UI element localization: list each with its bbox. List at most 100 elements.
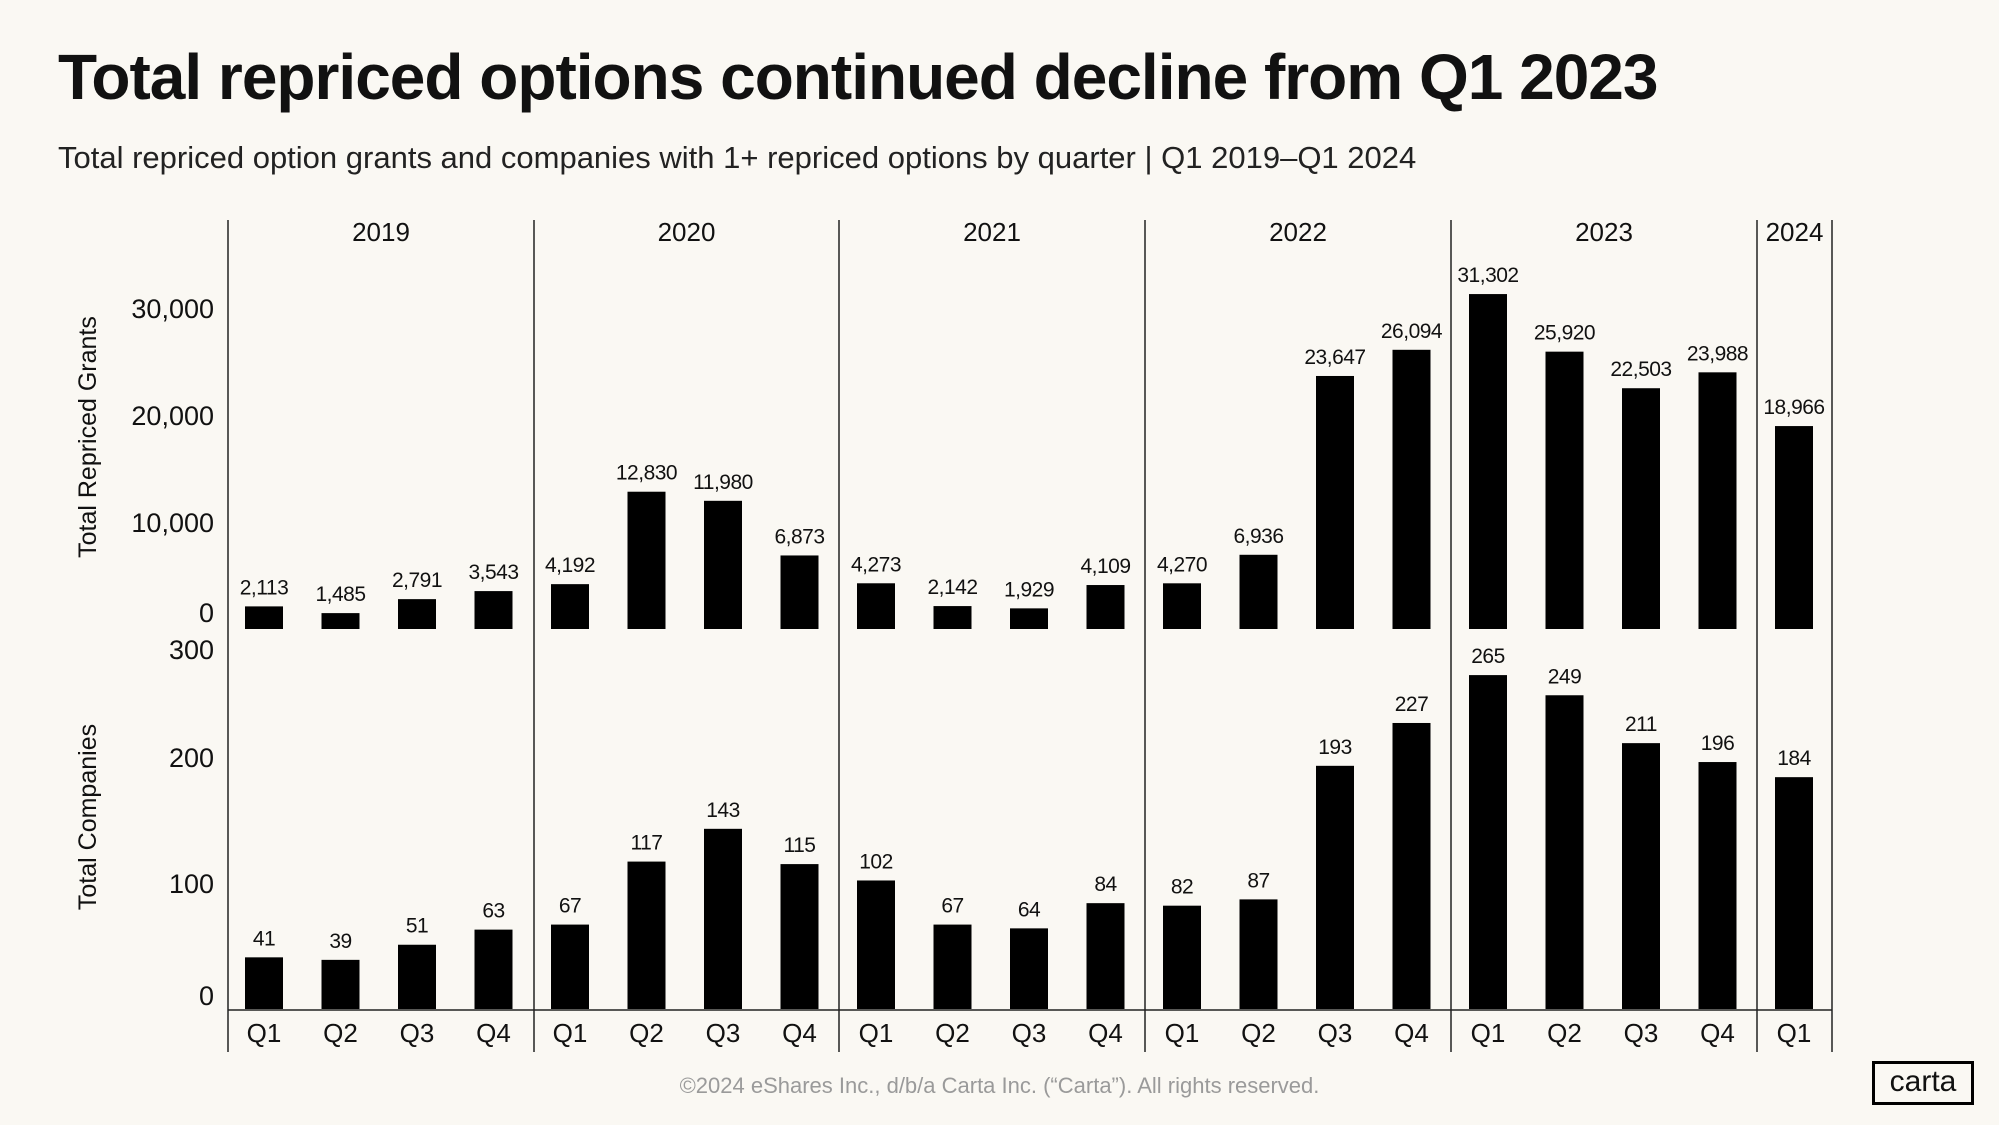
- bar: [1086, 903, 1125, 1009]
- bar: [1239, 554, 1278, 629]
- data-label: 82: [1171, 876, 1193, 899]
- data-label: 23,647: [1304, 346, 1365, 369]
- bar: [857, 583, 895, 629]
- data-label: 2,791: [392, 569, 442, 592]
- x-tick-label: Q1: [247, 1018, 282, 1048]
- bar: [1163, 905, 1201, 1009]
- data-label: 265: [1471, 645, 1505, 668]
- data-label: 117: [631, 832, 663, 855]
- x-tick-label: Q1: [859, 1018, 894, 1048]
- year-label: 2022: [1269, 217, 1327, 247]
- x-tick-label: Q1: [553, 1018, 588, 1048]
- data-label: 64: [1018, 898, 1041, 921]
- bar: [1698, 372, 1737, 629]
- bar: [1469, 294, 1507, 629]
- data-label: 102: [859, 850, 893, 873]
- data-label: 6,936: [1233, 525, 1283, 548]
- data-label: 4,273: [851, 553, 901, 576]
- bar: [1316, 375, 1354, 629]
- data-label: 193: [1318, 736, 1352, 759]
- data-label: 67: [559, 895, 581, 918]
- bar: [1775, 777, 1813, 1009]
- bar: [704, 500, 742, 629]
- y-tick-label: 100: [169, 869, 214, 899]
- data-label: 51: [406, 915, 428, 938]
- data-label: 22,503: [1610, 358, 1671, 381]
- data-label: 41: [253, 927, 275, 950]
- bar: [1239, 899, 1278, 1009]
- data-label: 4,109: [1080, 555, 1130, 578]
- bar: [1010, 928, 1048, 1009]
- data-label: 84: [1094, 873, 1117, 896]
- bar: [1775, 426, 1813, 629]
- y-axis-title: Total Repriced Grants: [74, 316, 102, 558]
- bar: [627, 861, 666, 1009]
- bar: [780, 555, 819, 629]
- bar: [398, 599, 436, 629]
- data-label: 1,929: [1004, 578, 1054, 601]
- bar: [551, 584, 589, 629]
- data-label: 12,830: [616, 462, 677, 485]
- data-label: 211: [1625, 713, 1657, 736]
- x-tick-label: Q4: [782, 1018, 817, 1048]
- bar: [780, 864, 819, 1009]
- y-tick-label: 0: [199, 981, 214, 1011]
- bar: [1086, 585, 1125, 629]
- data-label: 6,873: [774, 525, 824, 548]
- x-tick-label: Q3: [400, 1018, 435, 1048]
- bar: [1545, 351, 1584, 629]
- x-tick-label: Q2: [1547, 1018, 1582, 1048]
- bar: [1622, 388, 1660, 629]
- bar: [1010, 608, 1048, 629]
- bar: [245, 606, 283, 629]
- x-tick-label: Q4: [1700, 1018, 1735, 1048]
- x-tick-label: Q1: [1471, 1018, 1506, 1048]
- data-label: 11,980: [693, 471, 753, 494]
- data-label: 3,543: [468, 561, 518, 584]
- data-label: 67: [941, 895, 963, 918]
- copyright-text: ©2024 eShares Inc., d/b/a Carta Inc. (“C…: [679, 1073, 1320, 1098]
- year-label: 2021: [963, 217, 1021, 247]
- bar: [321, 959, 360, 1009]
- bar: [1698, 762, 1737, 1009]
- x-tick-label: Q4: [1394, 1018, 1429, 1048]
- x-tick-label: Q2: [1241, 1018, 1276, 1048]
- data-label: 31,302: [1457, 264, 1518, 287]
- bar: [1545, 695, 1584, 1009]
- bar: [1316, 765, 1354, 1009]
- chart-subtitle: Total repriced option grants and compani…: [58, 140, 1417, 175]
- carta-logo: carta: [1872, 1061, 1974, 1105]
- x-tick-label: Q3: [706, 1018, 741, 1048]
- data-label: 87: [1247, 869, 1269, 892]
- year-label: 2023: [1575, 217, 1633, 247]
- data-label: 184: [1777, 747, 1811, 770]
- year-label: 2019: [352, 217, 410, 247]
- x-tick-label: Q2: [629, 1018, 664, 1048]
- bar: [933, 606, 972, 629]
- bar: [1392, 349, 1431, 629]
- y-tick-label: 20,000: [131, 401, 214, 431]
- data-label: 1,485: [315, 583, 365, 606]
- x-tick-label: Q4: [1088, 1018, 1123, 1048]
- y-tick-label: 200: [169, 743, 214, 773]
- bar: [474, 591, 513, 629]
- y-tick-label: 30,000: [131, 294, 214, 324]
- x-tick-label: Q3: [1012, 1018, 1047, 1048]
- bar: [857, 880, 895, 1009]
- bar: [474, 929, 513, 1009]
- bar: [1622, 743, 1660, 1009]
- bar: [627, 491, 666, 629]
- data-label: 196: [1701, 732, 1735, 755]
- x-tick-label: Q2: [323, 1018, 358, 1048]
- bar: [551, 924, 589, 1009]
- data-label: 18,966: [1763, 396, 1824, 419]
- x-tick-label: Q1: [1777, 1018, 1812, 1048]
- x-tick-label: Q4: [476, 1018, 511, 1048]
- bar: [1163, 583, 1201, 629]
- bar: [1469, 675, 1507, 1009]
- y-axis-title: Total Companies: [74, 724, 102, 910]
- data-label: 23,988: [1687, 342, 1748, 365]
- bar: [704, 828, 742, 1009]
- data-label: 115: [784, 834, 816, 857]
